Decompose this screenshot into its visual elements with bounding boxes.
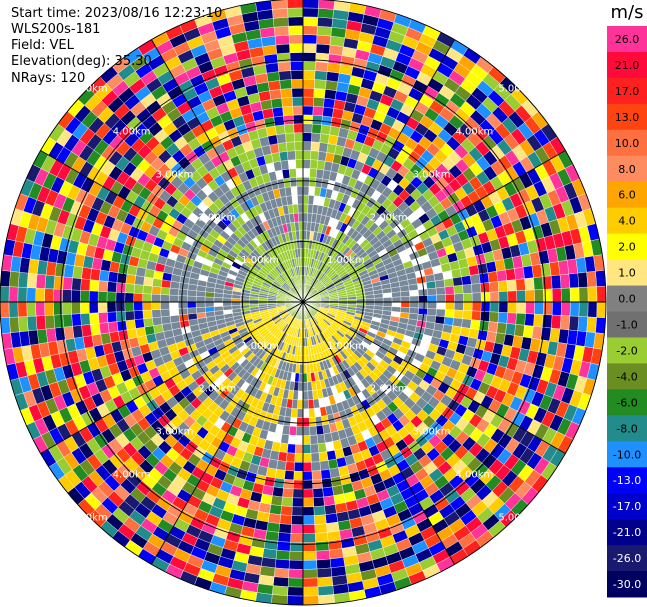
colorbar-tick-label: -8.0	[616, 422, 637, 435]
colorbar-tick-label: 26.0	[615, 33, 640, 46]
colorbar-tick-label: 6.0	[618, 189, 636, 202]
colorbar-tick-label: -21.0	[613, 526, 641, 539]
start-time-label: Start time: 2023/08/16 12:23:10	[11, 6, 223, 21]
colorbar-tick-label: -30.0	[613, 578, 641, 591]
colorbar-tick-label: 13.0	[615, 111, 640, 124]
colorbar-tick-label: 4.0	[618, 215, 636, 228]
colorbar-tick-label: 21.0	[615, 59, 640, 72]
colorbar-tick-label: -1.0	[616, 318, 637, 331]
colorbar-tick-label: -17.0	[613, 500, 641, 513]
colorbar-tick-label: 17.0	[615, 85, 640, 98]
colorbar-tick-label: -13.0	[613, 474, 641, 487]
colorbar-tick-label: -4.0	[616, 370, 637, 383]
instrument-label: WLS200s-181	[11, 22, 101, 37]
colorbar-tick-label: 8.0	[618, 163, 636, 176]
colorbar-tick-label: -6.0	[616, 396, 637, 409]
colorbar-tick-label: 0.0	[618, 293, 636, 306]
colorbar-tick-label: -26.0	[613, 552, 641, 565]
field-label: Field: VEL	[11, 38, 74, 53]
colorbar-tick-label: 10.0	[615, 137, 640, 150]
colorbar-tick-label: -10.0	[613, 448, 641, 461]
velocity-gate	[302, 0, 320, 9]
nrays-label: NRays: 120	[11, 71, 86, 86]
colorbar-tick-label: -2.0	[616, 344, 637, 357]
colorbar-tick-label: 1.0	[618, 267, 636, 280]
colorbar-tick-label: 2.0	[618, 241, 636, 254]
colorbar-unit-label: m/s	[611, 2, 644, 23]
elevation-label: Elevation(deg): 35.30	[11, 54, 152, 69]
